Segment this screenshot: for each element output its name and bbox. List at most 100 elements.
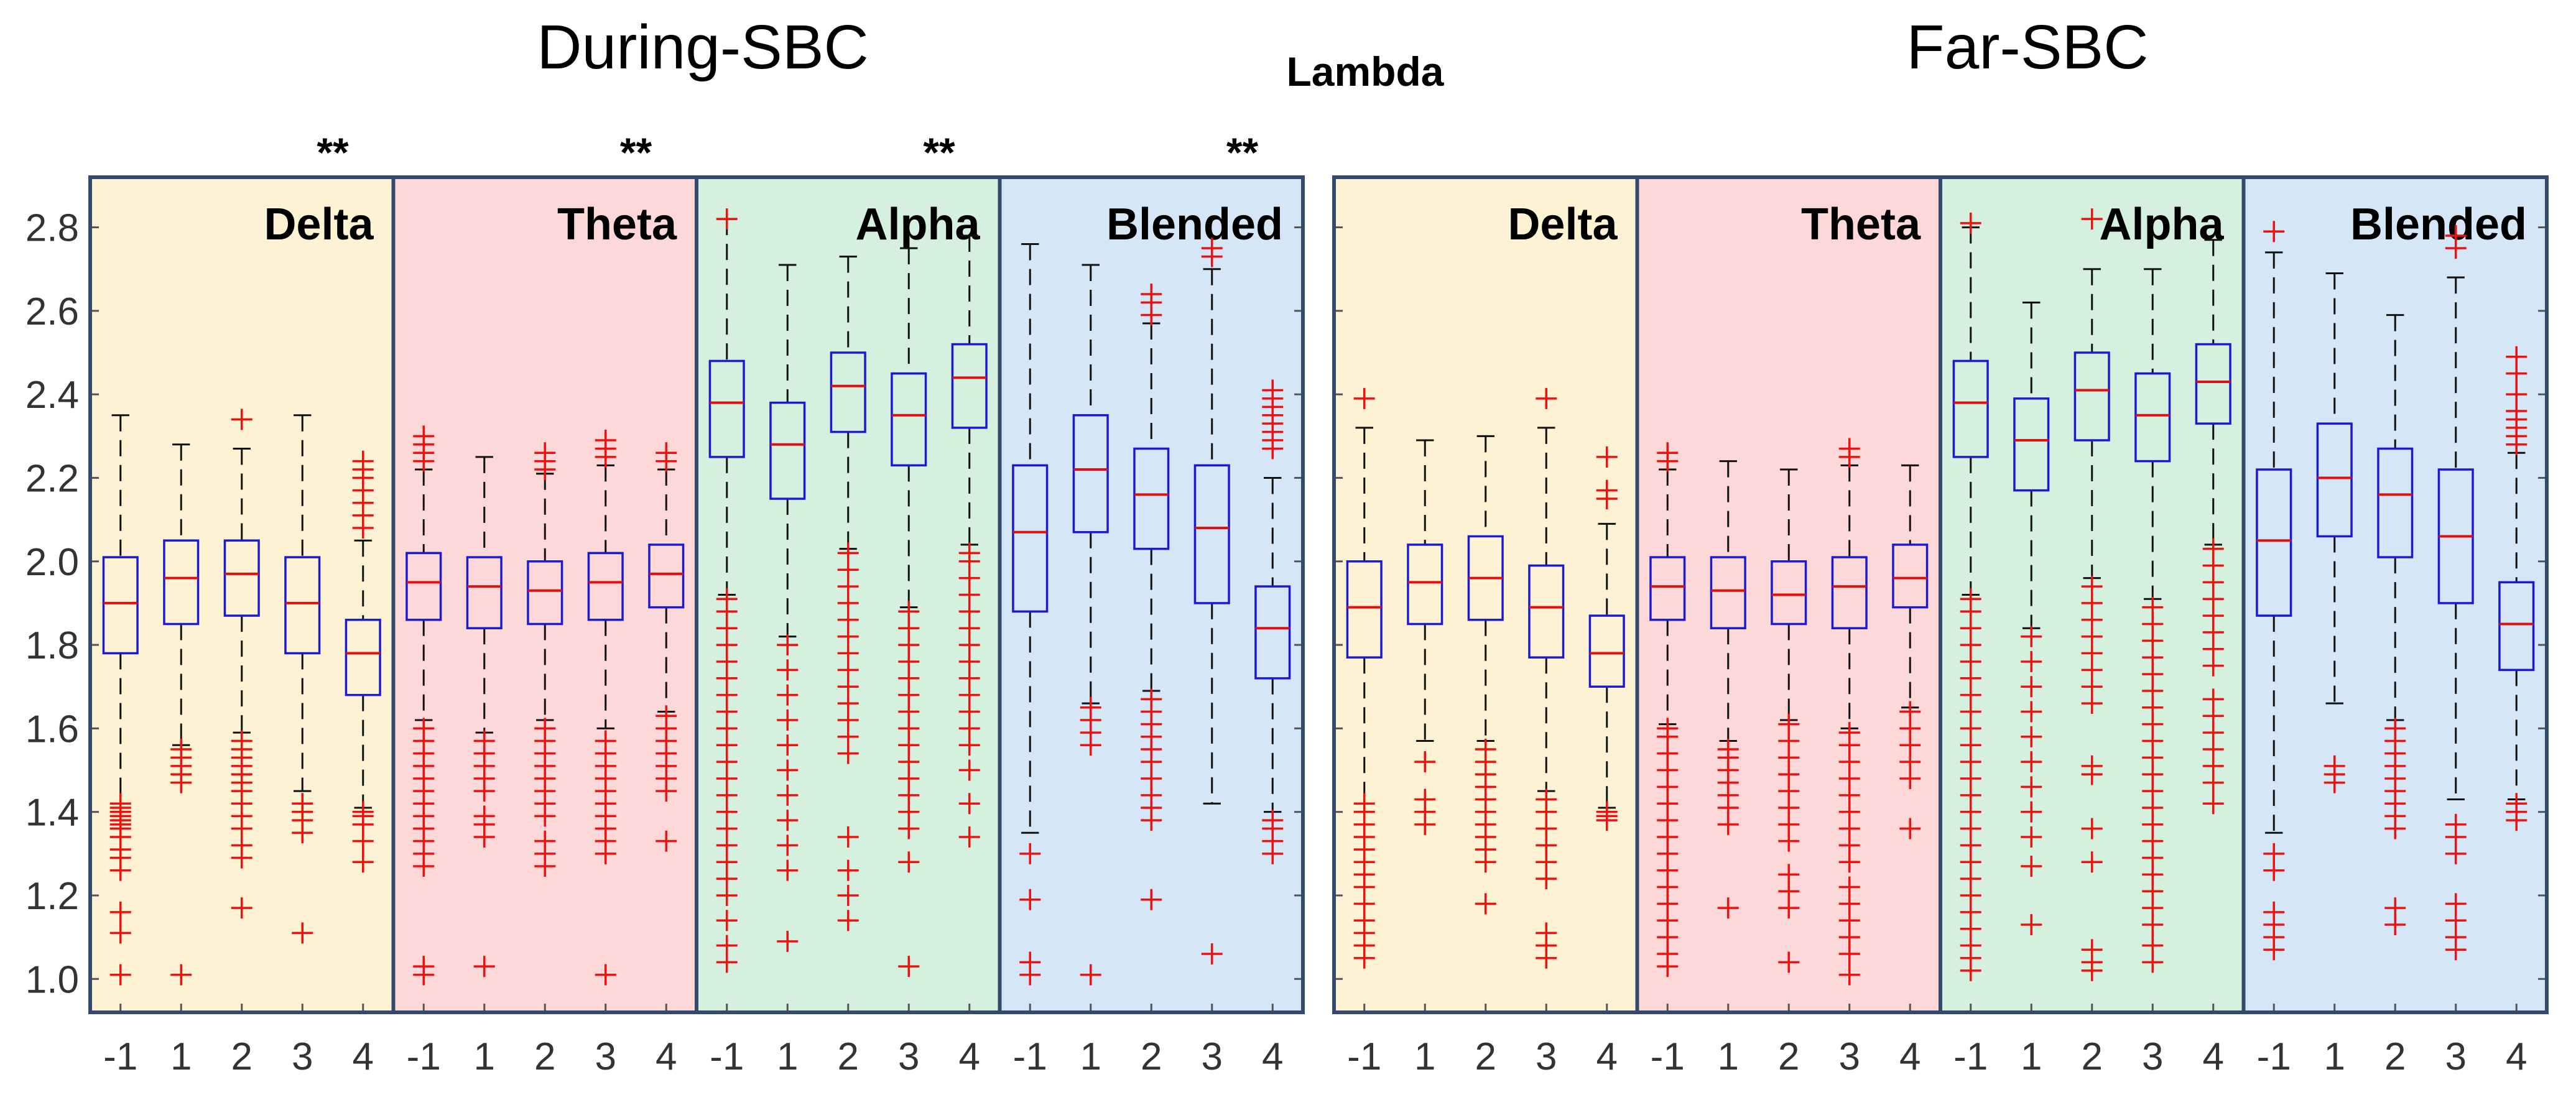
x-tick-label: -1 [1651, 1035, 1685, 1078]
x-tick-label: 4 [1596, 1035, 1618, 1078]
x-tick-label: -1 [1953, 1035, 1988, 1078]
x-tick-label: 3 [898, 1035, 919, 1078]
group-label: Alpha [2099, 200, 2224, 249]
box-iqr [1193, 464, 1230, 604]
box-iqr [527, 560, 563, 626]
y-tick-label: 2.0 [25, 541, 79, 584]
x-tick-label: 4 [959, 1035, 980, 1078]
y-tick-label: 1.4 [25, 792, 79, 835]
box-iqr [1892, 543, 1929, 609]
group-label: Theta [1801, 200, 1921, 249]
box-iqr [2073, 351, 2110, 442]
x-tick-label: -1 [407, 1035, 441, 1078]
x-tick-label: 3 [2445, 1035, 2467, 1078]
group-background-theta [393, 177, 697, 1012]
x-tick-label: 1 [474, 1035, 495, 1078]
box-iqr [1771, 560, 1807, 626]
x-tick-label: 4 [656, 1035, 677, 1078]
x-tick-label: 1 [777, 1035, 798, 1078]
x-tick-label: 4 [2203, 1035, 2224, 1078]
box-iqr [1133, 447, 1170, 550]
x-tick-label: 2 [231, 1035, 253, 1078]
x-tick-label: -1 [103, 1035, 137, 1078]
box-iqr [1407, 543, 1443, 626]
box-iqr [102, 556, 139, 655]
box-iqr [1528, 564, 1565, 659]
x-tick-label: 2 [1778, 1035, 1799, 1078]
group-label: Blended [2350, 200, 2527, 249]
box-iqr [1588, 614, 1625, 688]
y-tick-label: 1.0 [25, 958, 79, 1001]
x-tick-label: 1 [2324, 1035, 2345, 1078]
group-border-blended [2241, 175, 2549, 1014]
x-tick-label: -1 [1013, 1035, 1047, 1078]
y-tick-label: 1.6 [25, 708, 79, 751]
y-tick-label: 2.2 [25, 457, 79, 500]
box-iqr [1254, 585, 1291, 680]
box-iqr [1072, 414, 1109, 534]
significance-marker: ** [1226, 129, 1259, 175]
x-tick-label: 2 [1141, 1035, 1162, 1078]
y-tick-label: 2.8 [25, 207, 79, 250]
box-iqr [648, 543, 685, 609]
box-iqr [1346, 560, 1383, 659]
x-tick-label: 1 [170, 1035, 192, 1078]
box-iqr [769, 401, 806, 500]
box-iqr [2195, 343, 2231, 425]
box-iqr [2377, 447, 2414, 558]
panel-title: Far-SBC [1907, 12, 2149, 82]
significance-marker: ** [317, 129, 349, 175]
box-iqr [1831, 556, 1868, 629]
x-tick-label: 4 [1899, 1035, 1920, 1078]
x-tick-label: 3 [2142, 1035, 2163, 1078]
box-iqr [891, 372, 927, 467]
box-iqr [2134, 372, 2171, 463]
box-iqr [2013, 397, 2050, 492]
x-tick-label: 2 [2384, 1035, 2406, 1078]
group-label: Theta [557, 200, 677, 249]
x-tick-label: 2 [1475, 1035, 1496, 1078]
box-iqr [2316, 422, 2353, 538]
box-iqr [223, 539, 260, 617]
box-iqr [405, 552, 442, 621]
x-tick-label: 2 [534, 1035, 555, 1078]
x-tick-label: 3 [1839, 1035, 1860, 1078]
box-iqr [1952, 359, 1989, 458]
box-iqr [951, 343, 988, 429]
x-tick-label: -1 [710, 1035, 744, 1078]
box-iqr [2498, 581, 2535, 672]
x-tick-label: 2 [2082, 1035, 2103, 1078]
x-tick-label: 4 [353, 1035, 374, 1078]
y-tick-label: 2.6 [25, 290, 79, 333]
group-border-blended [998, 175, 1305, 1014]
group-background-delta [90, 177, 394, 1012]
x-tick-label: 1 [1414, 1035, 1435, 1078]
x-tick-label: 3 [292, 1035, 313, 1078]
group-label: Delta [1508, 200, 1618, 249]
significance-marker: ** [620, 129, 652, 175]
x-tick-label: 1 [1080, 1035, 1101, 1078]
box-iqr [1012, 464, 1049, 613]
y-tick-label: 1.2 [25, 875, 79, 918]
x-tick-label: 3 [595, 1035, 616, 1078]
x-tick-label: 2 [838, 1035, 859, 1078]
x-tick-label: 4 [1262, 1035, 1283, 1078]
box-iqr [163, 539, 200, 626]
group-label: Blended [1106, 200, 1283, 249]
significance-marker: ** [923, 129, 955, 175]
box-iqr [830, 351, 866, 433]
panel-title: During-SBC [537, 12, 869, 82]
x-tick-label: -1 [2257, 1035, 2291, 1078]
x-tick-label: 3 [1536, 1035, 1557, 1078]
box-iqr [466, 556, 503, 629]
group-label: Delta [264, 200, 374, 249]
box-iqr [1649, 556, 1686, 621]
box-iqr [708, 359, 745, 458]
group-background-delta [1334, 177, 1638, 1012]
box-iqr [587, 552, 624, 621]
box-iqr [1710, 556, 1746, 629]
center-label: Lambda [1286, 49, 1444, 95]
box-iqr [2256, 468, 2292, 617]
x-tick-label: 1 [2021, 1035, 2042, 1078]
